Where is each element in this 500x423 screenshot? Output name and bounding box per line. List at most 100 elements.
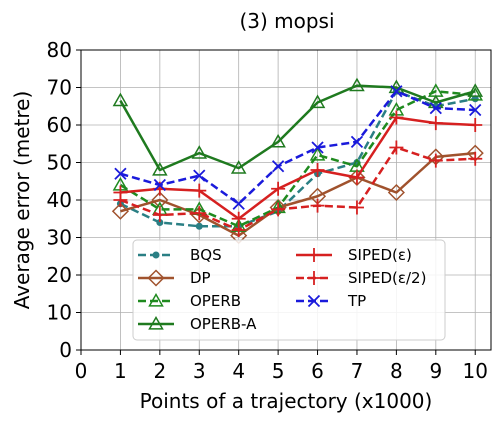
data-point-siped [271, 181, 286, 196]
legend-item-operb-a: OPERB-A [138, 315, 257, 333]
series-siped [113, 110, 483, 226]
data-point-tp [271, 160, 285, 173]
legend-label: BQS [190, 246, 222, 264]
series-line-operb [119, 90, 476, 228]
x-tick-label: 8 [390, 359, 403, 383]
y-tick-label: 10 [47, 301, 72, 325]
y-tick-label: 50 [47, 151, 72, 175]
y-tick-labels: 0 10 20 30 40 50 60 70 80 [47, 38, 81, 362]
x-tick-label: 9 [429, 359, 442, 383]
legend-marker [152, 251, 160, 259]
data-point-operb-a [112, 92, 129, 107]
legend-marker [147, 269, 165, 287]
data-point-siped-2 [428, 153, 443, 168]
data-point-siped-2 [113, 193, 128, 207]
data-point-siped-2 [389, 140, 404, 155]
x-tick-label: 3 [193, 359, 206, 383]
data-point-tp [390, 85, 403, 98]
data-point-siped-2 [468, 151, 483, 166]
y-tick-label: 70 [47, 76, 72, 100]
data-point-siped [428, 116, 443, 131]
x-tick-label: 4 [232, 359, 245, 383]
data-point-dp [111, 202, 129, 220]
y-tick-label: 80 [47, 38, 72, 62]
legend: BQS DP OPERB OPERB-A SIPED(ε) SIPED(ε/2) TP [132, 239, 446, 341]
legend-label: DP [190, 269, 211, 287]
data-point-operb-a [309, 94, 326, 109]
data-point-siped [389, 110, 404, 125]
data-point-siped-2 [231, 223, 246, 237]
data-point-operb-a [152, 161, 168, 176]
data-point-bqs [156, 219, 164, 226]
data-point-operb [309, 146, 326, 161]
y-tick-label: 30 [47, 226, 72, 250]
legend-item-tp: TP [296, 292, 366, 310]
data-point-tp [350, 135, 364, 149]
data-point-siped [349, 170, 364, 185]
legend-item-bqs: BQS [138, 246, 222, 264]
data-point-siped-2 [349, 200, 364, 215]
chart-title: (3) mopsi [239, 9, 334, 33]
data-point-operb-a [270, 133, 286, 148]
data-point-tp [469, 103, 482, 117]
legend-label: TP [347, 292, 366, 310]
series-line-dp [120, 151, 476, 237]
data-point-tp [311, 141, 324, 154]
x-axis-title: Points of a trajectory (x1000) [140, 389, 433, 413]
y-tick-label: 0 [59, 338, 72, 362]
y-tick-label: 60 [47, 113, 72, 137]
data-point-dp [151, 191, 169, 209]
data-point-siped-2 [152, 208, 167, 222]
data-point-siped-2 [192, 206, 207, 221]
x-tick-label: 6 [311, 359, 324, 383]
series-operb-a [112, 77, 484, 176]
series-line-operb-a [119, 84, 476, 172]
series-tp [114, 85, 482, 210]
legend-item-operb: OPERB [138, 292, 241, 310]
legend-label: SIPED(ε/2) [348, 269, 426, 287]
series-line-tp [120, 90, 476, 205]
data-point-operb-a [230, 160, 247, 174]
legend-marker [148, 292, 164, 307]
series-line-siped-2 [119, 146, 476, 232]
legend-marker [307, 294, 321, 308]
legend-marker [148, 315, 164, 330]
data-point-tp [193, 169, 206, 182]
series-line-siped [120, 116, 476, 220]
data-point-operb [467, 86, 484, 101]
legend-item-dp: DP [138, 269, 211, 287]
legend-marker [307, 271, 321, 285]
series-siped-2 [113, 140, 483, 237]
data-point-tp [153, 178, 166, 192]
data-point-operb-a [191, 145, 208, 159]
x-tick-label: 1 [114, 359, 127, 383]
data-point-tp [114, 167, 127, 180]
data-point-siped [468, 118, 483, 132]
data-point-siped [310, 163, 325, 177]
series-dp [111, 144, 484, 245]
y-axis-title: Average error (metre) [10, 91, 34, 310]
data-point-siped-2 [310, 198, 325, 213]
data-point-operb-a [467, 83, 484, 97]
legend-label: OPERB-A [190, 315, 257, 333]
data-point-dp [387, 183, 405, 202]
series-layer [111, 77, 484, 245]
data-point-siped [192, 183, 207, 198]
data-point-tp [429, 101, 442, 115]
x-tick-label: 0 [75, 359, 88, 383]
legend-item-siped-2: SIPED(ε/2) [296, 269, 426, 287]
legend-label: SIPED(ε) [348, 246, 412, 264]
data-point-tp [232, 197, 245, 210]
data-point-operb-a [349, 77, 365, 92]
x-tick-label: 7 [351, 359, 364, 383]
legend-item-siped: SIPED(ε) [296, 246, 412, 264]
data-point-bqs [195, 222, 203, 230]
y-tick-label: 40 [47, 188, 72, 212]
x-tick-label: 2 [153, 359, 166, 383]
x-tick-label: 10 [463, 359, 488, 383]
y-tick-label: 20 [47, 263, 72, 287]
data-point-dp [348, 168, 366, 187]
legend-marker [307, 248, 321, 262]
x-tick-labels: 0 1 2 3 4 5 6 7 8 9 10 [75, 350, 488, 383]
